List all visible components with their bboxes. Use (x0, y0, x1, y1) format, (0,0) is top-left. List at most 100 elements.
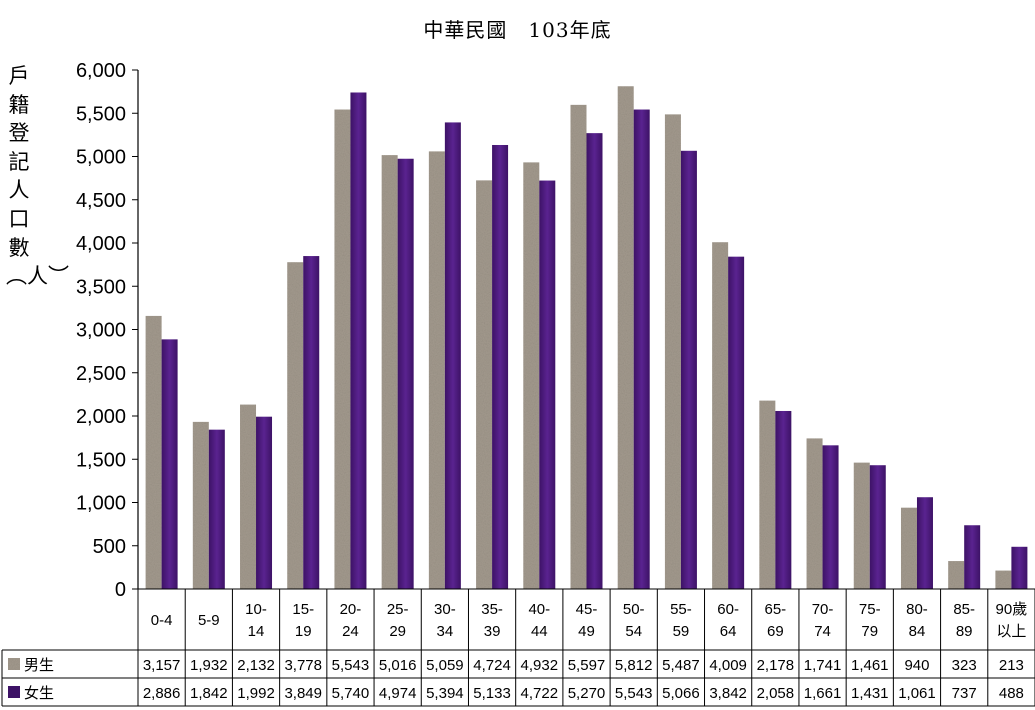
x-tick-label: 54 (625, 623, 642, 640)
x-tick-label: 14 (248, 623, 265, 640)
x-tick-label: 69 (767, 623, 784, 640)
data-label: 5,487 (662, 657, 700, 674)
bar-female (633, 109, 650, 589)
data-label: 5,543 (615, 685, 653, 702)
bar-male (570, 104, 587, 589)
y-tick-label: 2,500 (76, 363, 126, 385)
bar-male (712, 242, 729, 589)
x-tick-label: 15- (292, 601, 314, 618)
x-tick-label: 85- (953, 601, 975, 618)
x-tick-label: 74 (814, 623, 831, 640)
y-tick-label: 5,500 (76, 103, 126, 125)
data-label: 3,157 (143, 657, 181, 674)
bar-male (759, 400, 776, 589)
bar-female (539, 180, 556, 589)
x-tick-label: 65- (764, 601, 786, 618)
legend-label: 男生 (24, 656, 54, 674)
bar-female (586, 133, 603, 589)
data-label: 5,066 (662, 685, 700, 702)
bar-male (806, 438, 823, 589)
x-tick-label: 45- (576, 601, 598, 618)
data-label: 1,431 (851, 685, 889, 702)
data-label: 3,778 (284, 657, 322, 674)
x-tick-label: 39 (484, 623, 501, 640)
bar-female (869, 465, 886, 589)
bar-female (728, 256, 745, 589)
bar-female (492, 144, 509, 590)
bar-female (680, 150, 697, 589)
y-tick-label: 5,000 (76, 147, 126, 169)
y-tick-label: 4,000 (76, 233, 126, 255)
data-label: 4,932 (521, 657, 559, 674)
bar-male (145, 315, 162, 589)
x-tick-label: 30- (434, 601, 456, 618)
data-label: 5,597 (568, 657, 606, 674)
x-tick-label: 0-4 (151, 612, 173, 629)
y-tick-label: 3,000 (76, 320, 126, 342)
x-tick-label: 34 (437, 623, 454, 640)
x-tick-label: 64 (720, 623, 737, 640)
bar-male (240, 404, 257, 589)
x-tick-label: 75- (859, 601, 881, 618)
data-label: 2,886 (143, 685, 181, 702)
bar-male (287, 262, 304, 589)
data-label: 323 (952, 657, 977, 674)
data-label: 5,059 (426, 657, 464, 674)
x-tick-label: 79 (861, 623, 878, 640)
x-tick-label: 80- (906, 601, 928, 618)
x-tick-label: 59 (673, 623, 690, 640)
legend-key-male (8, 658, 20, 670)
x-tick-label: 89 (956, 623, 973, 640)
bar-female (208, 429, 225, 589)
x-tick-label: 70- (812, 601, 834, 618)
y-tick-label: 2,000 (76, 406, 126, 428)
y-tick-label: 0 (115, 579, 126, 601)
data-label: 4,009 (709, 657, 747, 674)
bar-male (948, 561, 965, 589)
y-tick-label: 6,000 (76, 60, 126, 82)
bar-female (916, 497, 933, 589)
bar-male (476, 180, 493, 589)
chart-title: 中華民國 103年底 (423, 18, 612, 42)
data-label: 2,058 (757, 685, 795, 702)
data-label: 1,932 (190, 657, 228, 674)
data-label: 3,849 (284, 685, 322, 702)
x-tick-label: 44 (531, 623, 548, 640)
y-tick-label: 500 (93, 536, 126, 558)
data-label: 5,016 (379, 657, 417, 674)
y-tick-label: 4,500 (76, 190, 126, 212)
bar-female (775, 410, 792, 589)
bar-female (161, 339, 178, 589)
data-label: 1,842 (190, 685, 228, 702)
data-label: 213 (999, 657, 1024, 674)
data-label: 4,724 (473, 657, 511, 674)
bar-female (350, 92, 367, 590)
data-label: 4,974 (379, 685, 417, 702)
bar-male (995, 570, 1012, 589)
bar-male (381, 155, 398, 589)
data-label: 5,740 (332, 685, 370, 702)
data-label: 940 (904, 657, 929, 674)
bar-male (334, 109, 351, 589)
bar-female (1011, 546, 1028, 589)
data-label: 5,812 (615, 657, 653, 674)
legend-label: 女生 (24, 684, 54, 702)
data-table: 0-4 5-9 10- 14 15- 19 20- 24 25- 29 30- 34 35- 39 40- 4… (1, 588, 1035, 707)
data-label: 5,270 (568, 685, 606, 702)
y-tick-label: 1,500 (76, 449, 126, 471)
data-label: 488 (999, 685, 1024, 702)
x-tick-label: 55- (670, 601, 692, 618)
x-tick-label: 25- (387, 601, 409, 618)
x-tick-label: 以上 (996, 623, 1026, 640)
data-label: 4,722 (521, 685, 559, 702)
data-label: 737 (952, 685, 977, 702)
bar-female (964, 525, 981, 589)
y-tick-label: 3,500 (76, 276, 126, 298)
data-label: 2,178 (757, 657, 795, 674)
data-label: 1,741 (804, 657, 842, 674)
legend-key-female (8, 686, 20, 698)
x-tick-label: 60- (717, 601, 739, 618)
bar-female (822, 445, 839, 589)
x-tick-label: 29 (389, 623, 406, 640)
